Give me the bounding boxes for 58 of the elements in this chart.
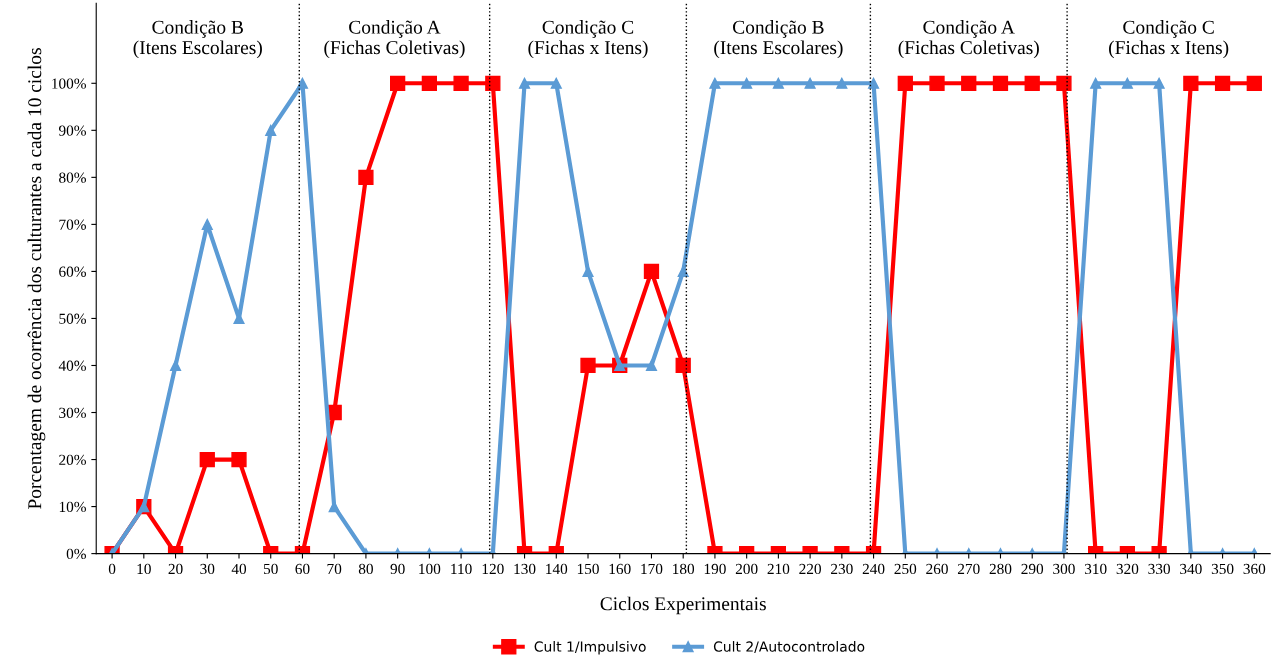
x-tick-label: 160: [609, 563, 631, 575]
legend-label: Cult 1/Impulsivo: [534, 641, 646, 655]
y-tick-label: 40%: [58, 360, 86, 371]
x-tick-label: 210: [767, 563, 790, 575]
y-axis-title: Porcentagem de ocorrência dos culturantes a cada 10 ciclos: [27, 48, 46, 509]
x-tick-label: 70: [327, 563, 342, 575]
y-tick-label: 20%: [59, 454, 86, 466]
x-tick-label: 150: [577, 563, 599, 575]
x-tick-label: 230: [831, 563, 853, 575]
x-tick-label: 220: [799, 563, 821, 575]
y-tick-label: 90%: [58, 125, 86, 136]
x-tick-label: 120: [482, 563, 504, 575]
x-tick-label: 340: [1180, 563, 1202, 575]
annotation: Condição C (Fichas x Itens): [1109, 20, 1229, 59]
annotation: Condição B (Itens Escolares): [714, 20, 843, 59]
x-tick-label: 180: [673, 563, 695, 575]
x-tick-label: 350: [1211, 563, 1234, 575]
x-tick-label: 40: [231, 563, 247, 575]
x-tick-label: 270: [957, 563, 980, 575]
x-tick-label: 0: [108, 563, 116, 575]
x-tick-label: 110: [451, 563, 472, 575]
x-tick-label: 130: [514, 563, 536, 575]
x-tick-label: 310: [1084, 563, 1107, 575]
annotation: Condição A (Fichas Coletivas): [898, 20, 1039, 59]
x-tick-label: 140: [546, 563, 568, 575]
x-tick-label: 190: [704, 563, 726, 575]
x-tick-label: 100: [419, 563, 441, 575]
x-tick-label: 50: [263, 563, 278, 575]
x-tick-label: 280: [989, 563, 1012, 575]
x-tick-label: 10: [137, 563, 151, 575]
x-tick-label: 200: [735, 563, 758, 575]
y-tick-label: 100%: [52, 78, 86, 89]
x-axis-title: Ciclos Experimentais: [600, 596, 766, 615]
y-tick-label: 50%: [59, 313, 86, 324]
legend-label: Cult 2/Autocontrolado: [713, 641, 865, 653]
y-tick-label: 10%: [59, 501, 86, 513]
x-tick-label: 250: [894, 563, 917, 575]
annotation: Condição A (Fichas Coletivas): [324, 20, 465, 59]
x-tick-label: 260: [926, 563, 948, 575]
x-tick-label: 300: [1053, 563, 1075, 575]
y-tick-label: 80%: [59, 172, 86, 183]
x-tick-label: 240: [862, 563, 885, 575]
y-tick-label: 60%: [59, 266, 86, 277]
x-tick-label: 170: [641, 563, 663, 575]
x-tick-label: 360: [1243, 563, 1266, 575]
annotation: Condição C (Fichas x Itens): [528, 20, 648, 59]
y-tick-label: 30%: [59, 407, 86, 419]
x-tick-label: 30: [200, 563, 215, 575]
annotation: Condição B (Itens Escolares): [133, 20, 262, 59]
x-tick-label: 90: [390, 563, 405, 575]
y-tick-label: 70%: [59, 219, 86, 230]
x-tick-label: 320: [1116, 563, 1139, 575]
x-tick-label: 330: [1148, 563, 1170, 575]
x-tick-label: 20: [168, 563, 183, 575]
x-tick-label: 80: [358, 563, 373, 575]
y-tick-label: 0%: [66, 548, 86, 560]
x-tick-label: 60: [295, 563, 310, 575]
x-tick-label: 290: [1021, 563, 1044, 575]
